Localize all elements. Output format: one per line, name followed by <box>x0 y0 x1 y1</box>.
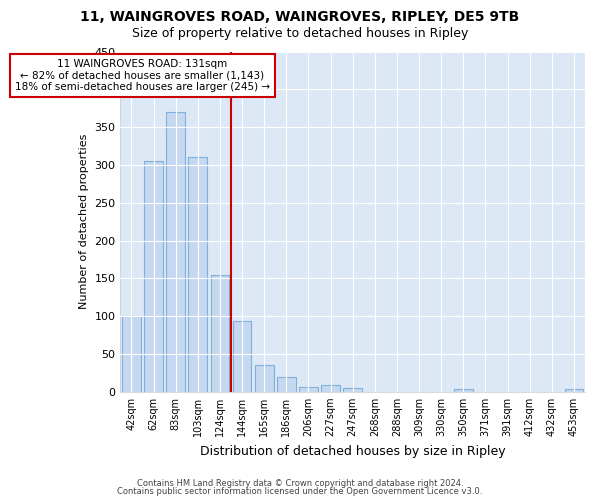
Text: Contains public sector information licensed under the Open Government Licence v3: Contains public sector information licen… <box>118 487 482 496</box>
Text: 11 WAINGROVES ROAD: 131sqm
← 82% of detached houses are smaller (1,143)
18% of s: 11 WAINGROVES ROAD: 131sqm ← 82% of deta… <box>15 59 270 92</box>
X-axis label: Distribution of detached houses by size in Ripley: Distribution of detached houses by size … <box>200 444 506 458</box>
Bar <box>122 316 141 392</box>
Bar <box>277 376 296 392</box>
Text: 11, WAINGROVES ROAD, WAINGROVES, RIPLEY, DE5 9TB: 11, WAINGROVES ROAD, WAINGROVES, RIPLEY,… <box>80 10 520 24</box>
Bar <box>454 389 473 392</box>
Bar <box>299 386 318 392</box>
Bar <box>211 274 229 392</box>
Bar <box>233 322 251 392</box>
Bar <box>565 389 583 392</box>
Bar <box>321 385 340 392</box>
Bar <box>255 366 274 392</box>
Bar <box>144 161 163 392</box>
Text: Contains HM Land Registry data © Crown copyright and database right 2024.: Contains HM Land Registry data © Crown c… <box>137 478 463 488</box>
Bar <box>166 112 185 392</box>
Y-axis label: Number of detached properties: Number of detached properties <box>79 134 89 310</box>
Bar <box>188 158 207 392</box>
Bar <box>343 388 362 392</box>
Text: Size of property relative to detached houses in Ripley: Size of property relative to detached ho… <box>132 28 468 40</box>
